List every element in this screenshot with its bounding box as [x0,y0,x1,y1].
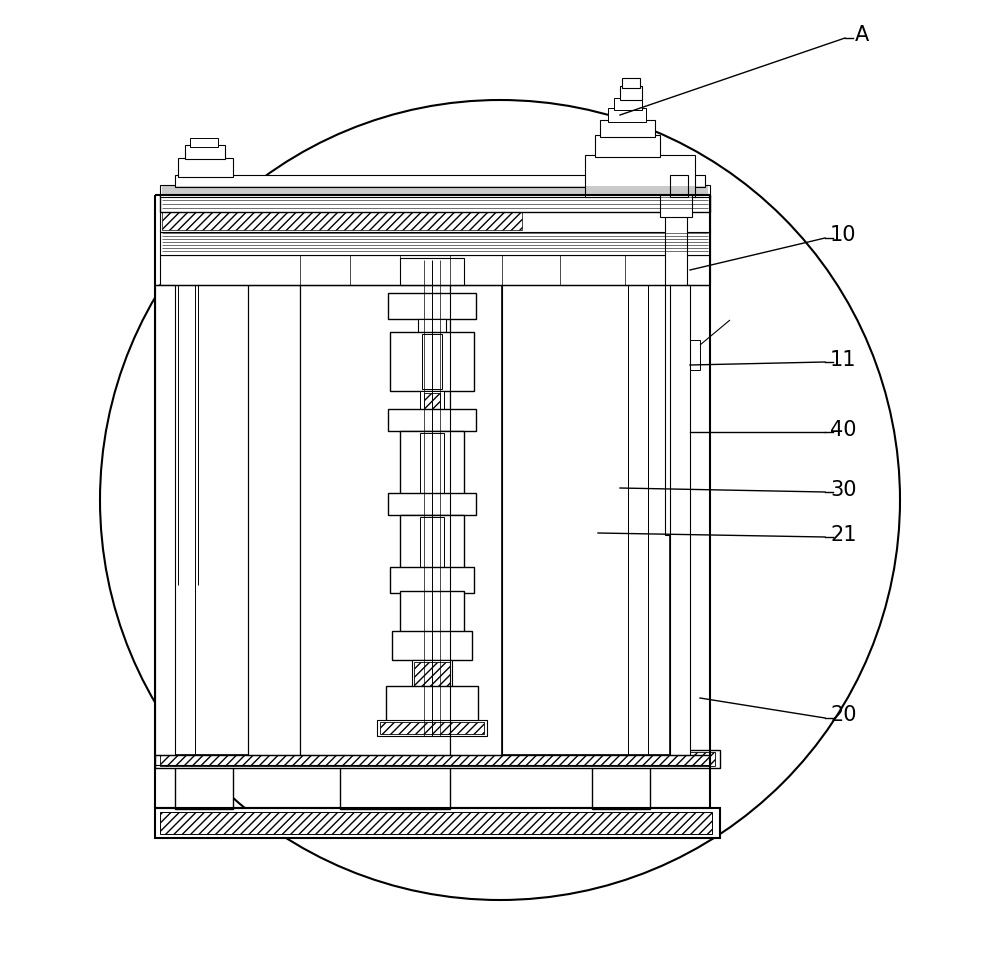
Text: A: A [855,25,869,45]
Bar [670,285,690,755]
Bar [160,285,340,755]
Bar [414,662,450,688]
Bar [670,285,690,755]
Bar [392,295,472,317]
Bar [377,720,487,736]
Bar [160,812,712,834]
Bar [404,517,460,567]
Bar [450,285,502,755]
Bar [185,145,225,159]
Text: 40: 40 [830,420,856,440]
Bar [248,285,300,755]
Bar [622,78,640,88]
Bar [412,660,452,690]
Bar [160,195,710,212]
Bar [665,195,687,535]
Bar [670,175,688,197]
Bar [404,433,460,493]
Bar [248,285,300,755]
Bar [390,332,474,391]
Bar [160,752,715,766]
Bar [585,155,695,197]
Bar [160,185,710,197]
Bar [380,722,484,734]
Bar [386,686,478,722]
Bar [388,409,476,431]
Bar [392,411,472,429]
Bar [392,631,472,660]
Bar [390,688,474,720]
Bar [155,808,720,838]
Bar [502,285,670,755]
Bar [390,567,474,593]
Bar [420,517,444,567]
Bar [450,285,502,755]
Bar [388,493,476,515]
Bar [160,210,710,232]
Bar [592,765,650,809]
Bar [680,340,700,370]
Bar [608,108,646,122]
Bar [600,120,655,137]
Bar [394,569,470,591]
Bar [400,515,464,569]
Bar [155,750,720,768]
Bar [178,158,233,177]
Bar [402,260,462,285]
Bar [614,98,642,110]
Bar [400,258,464,285]
Bar [340,765,450,809]
Bar [175,765,233,809]
Bar [155,285,175,755]
Text: 10: 10 [830,225,856,245]
Bar [620,86,642,100]
Bar [418,319,446,334]
Bar [340,765,450,809]
Bar [400,431,464,495]
Bar [160,230,710,255]
Text: 30: 30 [830,480,856,500]
Bar [175,765,233,809]
Bar [422,334,442,389]
Bar [404,593,460,631]
Bar [175,175,705,187]
Text: 11: 11 [830,350,856,370]
Bar [394,334,470,389]
Bar [160,255,710,285]
Bar [388,293,476,319]
Bar [592,765,650,809]
Bar [400,591,464,633]
Text: 21: 21 [830,525,856,545]
Bar [162,212,522,230]
Bar [420,433,444,493]
Bar [160,255,710,285]
Bar [300,285,450,755]
Bar [392,495,472,513]
Bar [660,195,692,217]
Bar [397,633,467,658]
Bar [420,391,444,411]
Bar [595,135,660,157]
Bar [424,393,440,409]
Text: 20: 20 [830,705,856,725]
Bar [155,285,175,755]
Bar [190,138,218,147]
